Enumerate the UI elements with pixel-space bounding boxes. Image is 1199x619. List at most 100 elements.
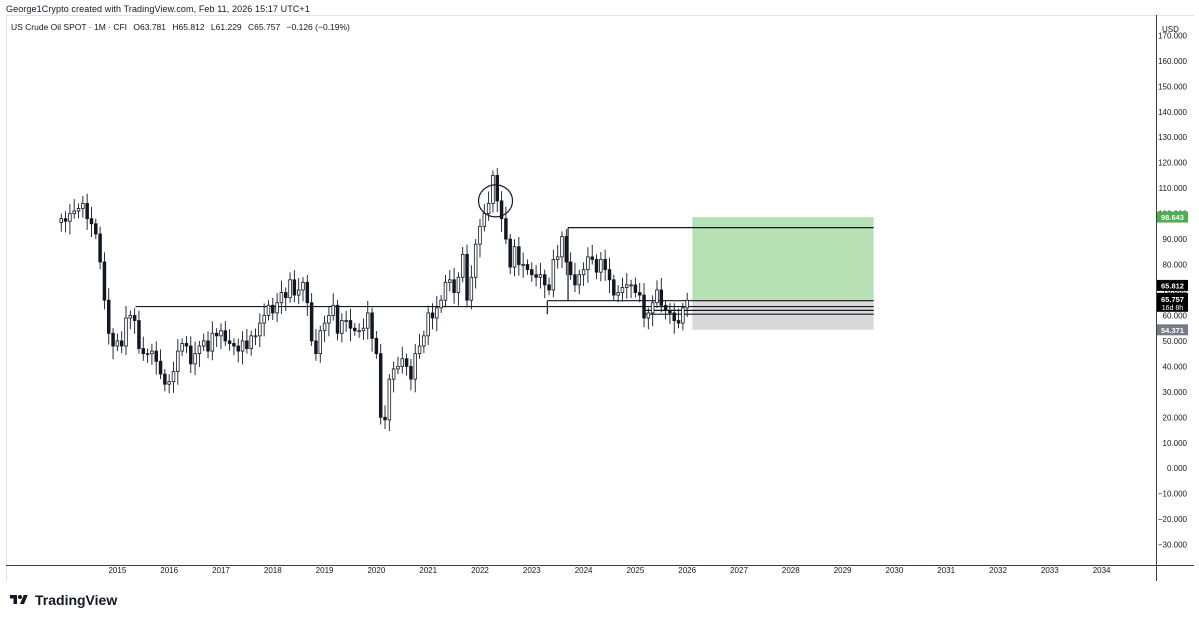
candle-body-up <box>650 302 655 314</box>
candle-body-down <box>612 279 616 296</box>
candle-body-up <box>301 281 305 291</box>
candle-body-down <box>676 320 681 324</box>
candle-body-down <box>309 302 314 342</box>
candle-body-up <box>478 225 482 245</box>
candle <box>253 328 258 345</box>
candle-body-up <box>145 353 150 356</box>
candle <box>517 237 521 276</box>
candle <box>581 262 586 286</box>
candle <box>642 283 646 328</box>
candle-body-up <box>176 350 180 372</box>
high-price-label-bg <box>1157 279 1188 291</box>
candle-body-down <box>292 279 297 296</box>
candle <box>603 249 607 281</box>
time-tick-label: 2024 <box>575 566 593 575</box>
candle-body-up <box>387 378 392 421</box>
candle <box>525 259 530 275</box>
candle-body-down <box>637 292 642 296</box>
candle-body-down <box>154 350 158 362</box>
candle <box>426 305 430 345</box>
candle <box>650 295 655 327</box>
candle-body-up <box>685 299 689 309</box>
candle <box>573 262 577 293</box>
candle <box>348 308 353 342</box>
candle-body-down <box>568 261 573 276</box>
candle-body-up <box>266 304 271 316</box>
candle <box>154 341 158 375</box>
candle <box>586 247 590 283</box>
target-price-label-text: 98.643 <box>1161 213 1184 222</box>
candle <box>465 244 469 308</box>
candle <box>245 328 249 354</box>
long-position-tool[interactable] <box>692 217 874 330</box>
candle <box>590 244 594 265</box>
price-tick-label: 140.000 <box>1158 108 1187 117</box>
candle <box>448 270 452 292</box>
time-axis[interactable]: 2015 2016 2017 2018 2019 2020 2021 2022 2023 2024… <box>108 566 1111 575</box>
candle-body-down <box>227 340 232 344</box>
candle <box>469 265 474 310</box>
candle <box>409 359 413 391</box>
candle <box>219 323 223 350</box>
tradingview-logo[interactable]: TradingView <box>8 590 117 610</box>
candle-body-up <box>599 259 603 273</box>
candle <box>374 330 379 359</box>
candle <box>283 287 288 311</box>
candle-body-down <box>672 312 676 321</box>
candle <box>258 313 262 348</box>
chart-credit: George1Crypto created with TradingView.c… <box>6 4 310 14</box>
candle <box>460 246 465 283</box>
candle-body-up <box>344 320 348 322</box>
candle <box>577 269 582 295</box>
candle <box>344 310 348 332</box>
candle-body-up <box>400 358 405 367</box>
currency-label[interactable]: USD <box>1162 25 1179 34</box>
candle <box>89 206 94 238</box>
candle <box>478 218 482 258</box>
candle-body-down <box>63 218 68 222</box>
candle-body-down <box>132 315 137 321</box>
candle-body-down <box>206 340 210 352</box>
tradingview-logo-icon <box>10 595 28 604</box>
target-price-label-bg <box>1157 211 1188 223</box>
candle-body-down <box>534 274 538 278</box>
countdown-text: 16d 8h <box>1162 305 1184 312</box>
chart-frame-top <box>6 15 1194 16</box>
candle-body-down <box>504 218 508 240</box>
candle-body-up <box>327 315 331 324</box>
candle <box>266 300 271 321</box>
candle <box>668 302 672 325</box>
price-axis[interactable]: 170.000 160.000 150.000 140.000 130.000 120.0… <box>1158 31 1188 549</box>
candle <box>456 272 461 306</box>
symbol-legend: US Crude Oil SPOT · 1M · CFI O63.781 H65… <box>11 22 354 32</box>
candle-body-up <box>486 203 491 215</box>
candle <box>150 343 154 365</box>
candle <box>612 274 616 301</box>
candle-body-down <box>573 274 577 286</box>
time-tick-label: 2031 <box>937 566 955 575</box>
candle-body-up <box>296 289 301 296</box>
candle-body-up <box>460 253 465 278</box>
candle <box>637 282 642 303</box>
candle-body-up <box>469 276 474 301</box>
candle-body-down <box>98 233 102 263</box>
candle-body-up <box>180 343 184 352</box>
candle <box>163 368 167 392</box>
price-tick-label: 110.000 <box>1159 184 1188 193</box>
candle <box>616 285 620 303</box>
candle <box>435 295 439 332</box>
candle-body-up <box>322 322 327 332</box>
highlight-ellipse[interactable] <box>477 184 514 218</box>
candle <box>197 340 202 367</box>
horizontal-levels[interactable] <box>135 227 874 315</box>
candle <box>543 269 547 299</box>
candle-body-up <box>577 274 582 286</box>
candle-body-down <box>223 330 228 342</box>
candle-body-down <box>607 269 612 281</box>
candle-body-down <box>668 309 672 314</box>
symbol-name[interactable]: US Crude Oil SPOT · 1M · CFI <box>11 22 128 32</box>
candle-body-down <box>335 304 340 334</box>
candle-body-down <box>499 200 504 220</box>
candle <box>271 297 275 321</box>
